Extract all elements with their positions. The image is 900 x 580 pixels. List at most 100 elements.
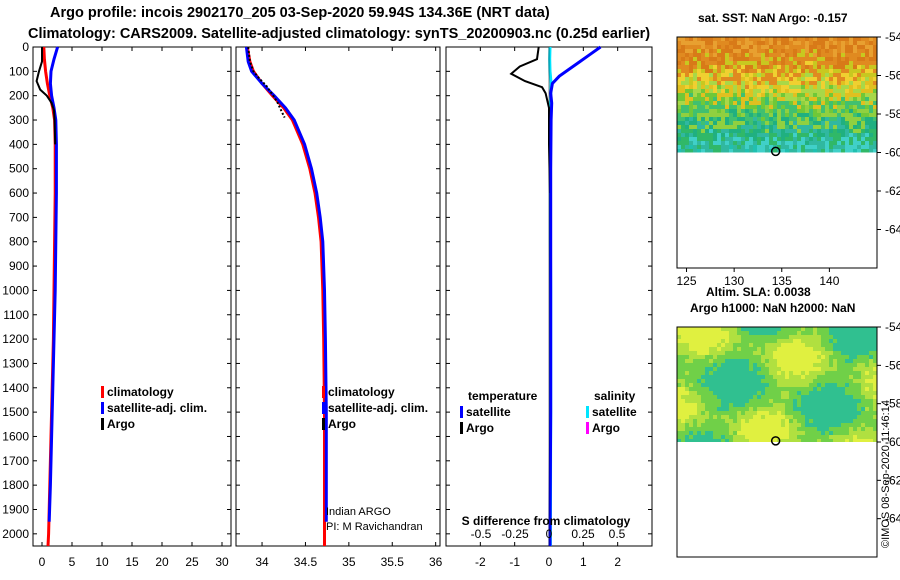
map-cell [865,93,869,97]
map-cell [773,69,777,73]
map-cell [773,85,777,89]
map-cell [785,145,789,149]
map-cell [721,363,725,367]
map-cell [773,97,777,101]
map-cell [809,141,813,145]
map-cell [857,391,861,395]
map-cell [821,145,825,149]
map-cell [685,57,689,61]
map-cell [741,149,745,153]
map-cell [857,97,861,101]
series-line-temperature-argo [509,46,551,194]
map-cell [765,85,769,89]
map-cell [685,133,689,137]
map-cell [685,105,689,109]
map-cell [757,53,761,57]
map-cell [797,359,801,363]
map-cell [761,77,765,81]
map-cell [837,121,841,125]
map-cell [741,359,745,363]
map-cell [833,93,837,97]
map-cell [689,109,693,113]
map-cell [689,375,693,379]
map-cell [737,121,741,125]
map-cell [717,427,721,431]
map-cell [733,129,737,133]
map-cell [789,65,793,69]
map-cell [793,109,797,113]
map-cell [841,351,845,355]
map-cell [725,331,729,335]
map-cell [761,359,765,363]
map-cell [801,351,805,355]
map-cell [753,57,757,61]
map-cell [849,85,853,89]
map-cell [737,149,741,153]
map-cell [817,399,821,403]
map-cell [737,85,741,89]
map-cell [857,415,861,419]
map-cell [685,423,689,427]
map-cell [817,49,821,53]
map-cell [853,125,857,129]
map-cell [685,431,689,435]
map-cell [873,331,877,335]
map-cell [701,387,705,391]
map-cell [781,77,785,81]
map-cell [825,403,829,407]
map-cell [729,387,733,391]
map-cell [853,53,857,57]
map-cell [817,137,821,141]
map-cell [869,69,873,73]
map-cell [849,387,853,391]
map-cell [873,343,877,347]
float-position-marker [770,146,781,157]
map-cell [717,37,721,41]
map-cell [813,133,817,137]
map-cell [697,129,701,133]
map-cell [873,57,877,61]
map-cell [761,415,765,419]
map-cell [761,141,765,145]
map-cell [737,145,741,149]
map-cell [845,347,849,351]
y-tick-label: 100 [9,64,29,78]
map-cell [793,145,797,149]
map-cell [873,431,877,435]
map-cell [813,403,817,407]
map-cell [773,335,777,339]
map-cell [745,49,749,53]
map-cell [705,45,709,49]
map-cell [873,427,877,431]
map-cell [769,141,773,145]
map-cell [697,375,701,379]
map-cell [789,411,793,415]
map-cell [701,61,705,65]
map-cell [765,387,769,391]
map-cell [693,427,697,431]
map-cell [841,331,845,335]
map-cell [773,375,777,379]
map-y-tick-label: -64 [885,512,900,526]
map-cell [821,431,825,435]
map-cell [861,351,865,355]
map-cell [741,141,745,145]
map-cell [721,105,725,109]
map-cell [693,359,697,363]
map-cell [797,61,801,65]
map-cell [741,113,745,117]
map-cell [741,121,745,125]
map-cell [693,331,697,335]
map-cell [873,117,877,121]
map-cell [853,93,857,97]
map-cell [717,133,721,137]
map-cell [749,439,753,442]
map-cell [745,113,749,117]
map-cell [777,105,781,109]
map-cell [697,331,701,335]
map-cell [849,407,853,411]
map-cell [769,379,773,383]
map-cell [869,351,873,355]
map-cell [677,97,681,101]
map-cell [745,121,749,125]
